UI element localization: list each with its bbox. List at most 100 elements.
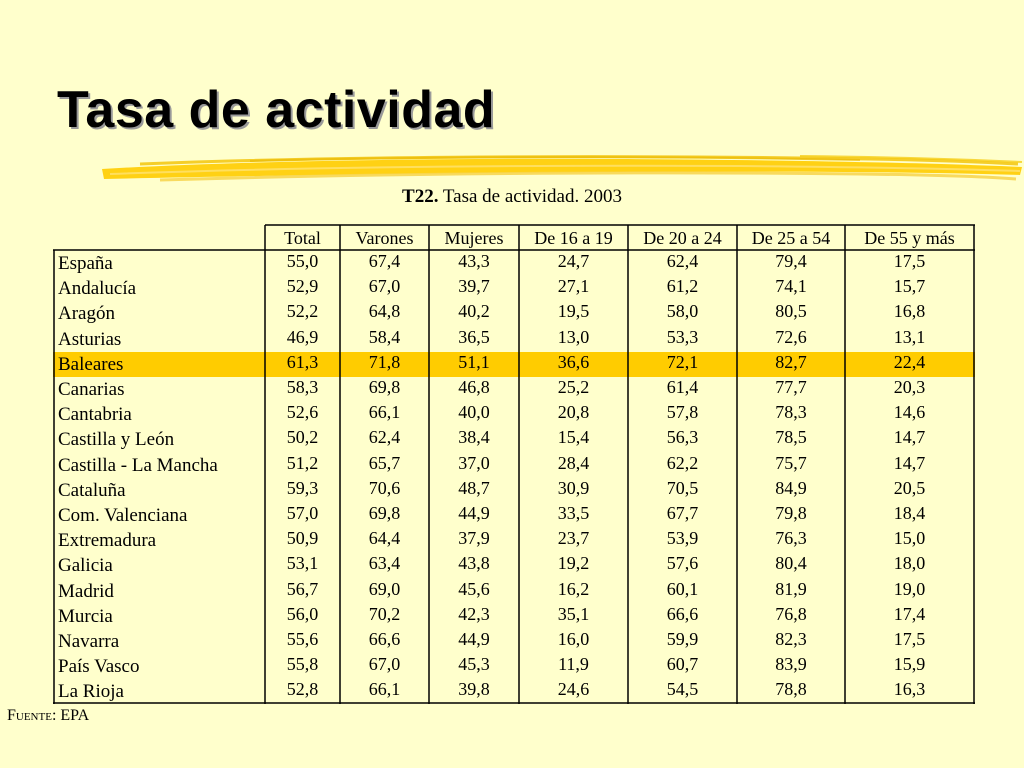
table-cell: 39,8 xyxy=(458,679,490,700)
table-cell: 61,4 xyxy=(666,377,699,397)
table-cell: 82,3 xyxy=(775,629,807,649)
table-cell: 27,1 xyxy=(557,276,590,297)
table-cell: 45,3 xyxy=(458,654,490,675)
table-cell: 77,7 xyxy=(775,377,807,397)
table-cell: 64,8 xyxy=(368,301,401,322)
table-cell: 56,3 xyxy=(666,427,699,448)
table-cell: 53,1 xyxy=(286,553,319,574)
table-cell: 83,9 xyxy=(775,654,807,675)
table-cell: 79,8 xyxy=(775,503,807,523)
region-name: Andalucía xyxy=(58,278,137,300)
table-cell: 40,0 xyxy=(458,402,490,423)
table-code: T22. xyxy=(402,186,439,207)
source-label: Fuente: xyxy=(7,707,57,724)
table-cell: 66,6 xyxy=(666,603,699,624)
table-cell: 16,8 xyxy=(893,301,926,322)
table-cell: 61,3 xyxy=(286,351,319,372)
table-cell: 58,4 xyxy=(368,326,401,347)
table-cell: 61,2 xyxy=(666,276,699,297)
table-cell: 62,2 xyxy=(666,452,699,473)
table-caption: T22. Tasa de actividad. 2003 xyxy=(0,186,1024,208)
table-cell: 44,9 xyxy=(458,503,490,523)
table-cell: 75,7 xyxy=(775,452,807,473)
table-cell: 54,5 xyxy=(666,679,699,700)
table-cell: 71,8 xyxy=(368,351,401,372)
slide-title: Tasa de actividad xyxy=(57,81,496,139)
region-name: Aragón xyxy=(58,303,115,325)
table-cell: 70,2 xyxy=(368,603,401,624)
region-name: La Rioja xyxy=(58,681,124,703)
table-cell: 60,1 xyxy=(666,578,699,599)
region-name: Murcia xyxy=(58,605,113,627)
region-name: Canarias xyxy=(58,379,125,400)
table-cell: 16,2 xyxy=(557,578,590,599)
column-header: De 55 y más xyxy=(864,228,955,248)
table-cell: 76,3 xyxy=(775,528,807,549)
table-cell: 62,4 xyxy=(666,251,699,271)
table-cell: 43,3 xyxy=(458,251,490,271)
table-cell: 20,5 xyxy=(893,477,926,498)
table-cell: 40,2 xyxy=(458,301,490,322)
table-cell: 72,1 xyxy=(666,351,699,372)
table-cell: 52,8 xyxy=(286,679,319,700)
region-name: Madrid xyxy=(58,580,114,602)
region-name: España xyxy=(58,253,113,274)
column-header: Mujeres xyxy=(444,228,504,248)
table-cell: 50,2 xyxy=(286,427,319,448)
table-row: Extremadura 50,9 64,4 37,9 23,7 53,9 76,3 15,0 xyxy=(53,527,975,552)
table-cell: 57,0 xyxy=(286,503,319,523)
table-cell: 52,9 xyxy=(286,276,319,297)
table-cell: 28,4 xyxy=(557,452,590,473)
table-cell: 69,0 xyxy=(368,578,401,599)
source-note: Fuente: EPA xyxy=(7,707,89,725)
table-cell: 19,2 xyxy=(557,553,590,574)
table-cell: 69,8 xyxy=(368,503,401,523)
table-row: Navarra 55,6 66,6 44,9 16,0 59,9 82,3 17,5 xyxy=(53,628,975,653)
table-row: Cantabria 52,6 66,1 40,0 20,8 57,8 78,3 14,6 xyxy=(53,401,975,426)
table-row: Murcia 56,0 70,2 42,3 35,1 66,6 76,8 17,4 xyxy=(53,603,975,628)
table-cell: 15,4 xyxy=(557,427,590,448)
table-cell: 52,6 xyxy=(286,402,319,423)
highlighted-row-band xyxy=(53,351,975,377)
region-name: Castilla y León xyxy=(58,429,175,451)
column-header: De 20 a 24 xyxy=(643,228,722,248)
table-cell: 53,9 xyxy=(666,528,699,549)
table-cell: 56,7 xyxy=(286,578,319,599)
table-cell: 20,3 xyxy=(893,377,926,397)
table-cell: 84,9 xyxy=(775,477,807,498)
table-cell: 53,3 xyxy=(666,326,699,347)
table-cell: 18,4 xyxy=(893,503,926,523)
table-cell: 67,0 xyxy=(368,276,401,297)
table-cell: 48,7 xyxy=(458,477,490,498)
table-row: Galicia 53,1 63,4 43,8 19,2 57,6 80,4 18,0 xyxy=(53,552,975,577)
table-cell: 44,9 xyxy=(458,629,490,649)
table-cell: 78,8 xyxy=(775,679,807,700)
activity-rate-table: Total Varones Mujeres De 16 a 19 De 20 a 24 D… xyxy=(53,224,975,704)
table-row: La Rioja 52,8 66,1 39,8 24,6 54,5 78,8 16,3 xyxy=(53,678,975,703)
table-cell: 13,1 xyxy=(893,326,926,347)
table-cell: 80,4 xyxy=(775,553,807,574)
column-header: Varones xyxy=(355,228,414,248)
table-cell: 81,9 xyxy=(775,578,807,599)
table-row: España 55,0 67,4 43,3 24,7 62,4 79,4 17,5 xyxy=(53,250,975,275)
table-row: Com. Valenciana 57,0 69,8 44,9 33,5 67,7 79,8 1… xyxy=(53,502,975,527)
table-cell: 17,5 xyxy=(893,629,926,649)
table-cell: 19,5 xyxy=(557,301,590,322)
table-cell: 24,7 xyxy=(557,251,590,271)
table-cell: 65,7 xyxy=(368,452,401,473)
table-cell: 38,4 xyxy=(458,427,490,448)
table-cell: 74,1 xyxy=(775,276,807,297)
table-cell: 37,9 xyxy=(458,528,490,549)
table-cell: 69,8 xyxy=(368,377,401,397)
table-cell: 80,5 xyxy=(775,301,807,322)
table-cell: 67,0 xyxy=(368,654,401,675)
region-name: Com. Valenciana xyxy=(58,505,188,526)
table-cell: 23,7 xyxy=(557,528,590,549)
table-cell: 63,4 xyxy=(368,553,401,574)
table-row: Canarias 58,3 69,8 46,8 25,2 61,4 77,7 20,3 xyxy=(53,376,975,401)
yellow-underline-decoration xyxy=(102,155,1023,182)
table-cell: 58,0 xyxy=(666,301,699,322)
table-cell: 70,5 xyxy=(666,477,699,498)
table-cell: 13,0 xyxy=(557,326,590,347)
region-name: Baleares xyxy=(58,353,124,375)
